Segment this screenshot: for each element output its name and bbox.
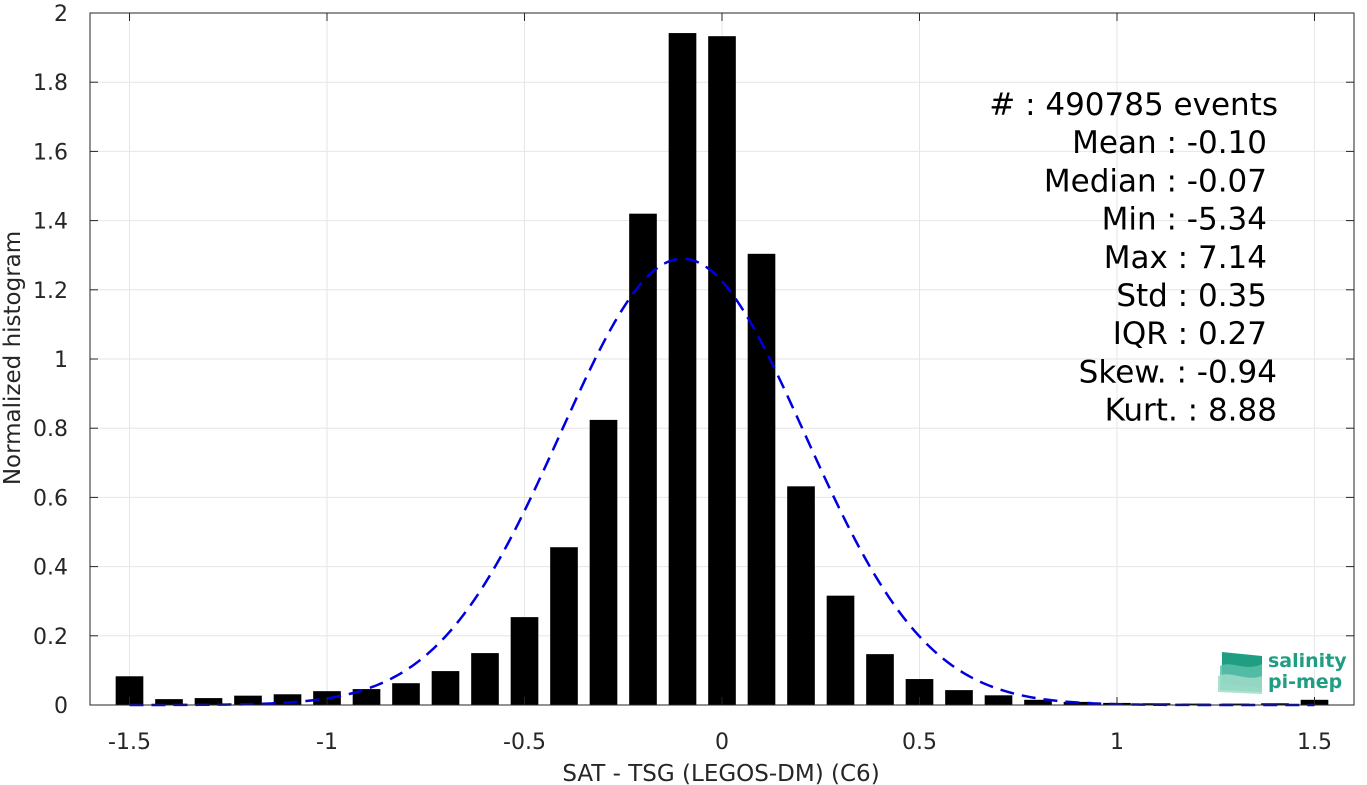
y-tick-label: 2 [54,2,68,27]
stat-line: Median : -0.07 [1044,163,1267,199]
y-tick-label: 0.4 [33,556,68,581]
x-tick-labels: -1.5 -1 -0.5 0 0.5 1 1.5 [108,730,1332,755]
stat-line: Min : -5.34 [1102,202,1267,238]
y-tick-label: 0 [54,694,68,719]
y-tick-label: 1.4 [33,210,68,235]
histogram-bar [431,671,460,705]
histogram-bars [115,33,1329,706]
histogram-bar [826,595,855,705]
x-tick-label: 1 [1110,730,1124,755]
stat-line: IQR : 0.27 [1113,316,1267,352]
histogram-bar [234,695,262,705]
histogram-bar [1024,699,1052,705]
histogram-bar [945,690,973,705]
stat-line: Max : 7.14 [1104,240,1267,276]
y-tick-label: 1.2 [33,279,68,304]
histogram-bar [708,36,736,705]
stat-line: Skew. : -0.94 [1079,354,1277,390]
salinity-pi-mep-logo: salinity pi-mep [1218,650,1347,694]
x-tick-label: 0.5 [902,730,937,755]
histogram-bar [866,654,894,705]
y-axis-label: Normalized histogram [0,231,26,485]
y-tick-label: 0.6 [33,486,68,511]
histogram-bar [668,33,697,706]
histogram-bar [352,689,381,705]
y-tick-label: 0.2 [33,625,68,650]
y-tick-label: 0.8 [33,417,68,442]
y-tick-label: 1 [54,348,68,373]
histogram-bar [1221,703,1250,705]
logo-line-1: salinity [1268,650,1347,672]
y-tick-label: 1.6 [33,140,68,165]
histogram-bar [629,213,657,705]
logo-icon [1218,652,1262,694]
histogram-bar [550,547,578,705]
stat-line: Mean : -0.10 [1072,125,1267,161]
axis-ticks [90,12,1354,706]
histogram-bar [1182,703,1210,705]
histogram-bar [589,419,618,705]
logo-line-2: pi-mep [1268,671,1342,693]
histogram-bar [392,683,420,705]
histogram-bar [273,694,302,705]
histogram-bar [787,486,815,705]
x-tick-label: 0 [715,730,729,755]
histogram-bar [471,653,499,705]
x-tick-label: -1.5 [108,730,151,755]
x-tick-label: 1.5 [1297,730,1332,755]
histogram-bar [510,617,539,705]
stat-line: Kurt. : 8.88 [1105,393,1277,429]
x-tick-label: -1 [316,730,338,755]
stat-line: Std : 0.35 [1116,278,1267,314]
x-tick-label: -0.5 [503,730,546,755]
y-tick-label: 1.8 [33,71,68,96]
histogram-bar [194,698,223,705]
x-axis-label: SAT - TSG (LEGOS-DM) (C6) [562,761,879,785]
histogram-bar [155,699,183,705]
histogram-bar [747,253,776,706]
stat-line: # : 490785 events [989,87,1278,123]
y-tick-labels: 0 0.2 0.4 0.6 0.8 1 1.2 1.4 1.6 1.8 2 [33,2,68,719]
histogram-bar [984,695,1013,705]
